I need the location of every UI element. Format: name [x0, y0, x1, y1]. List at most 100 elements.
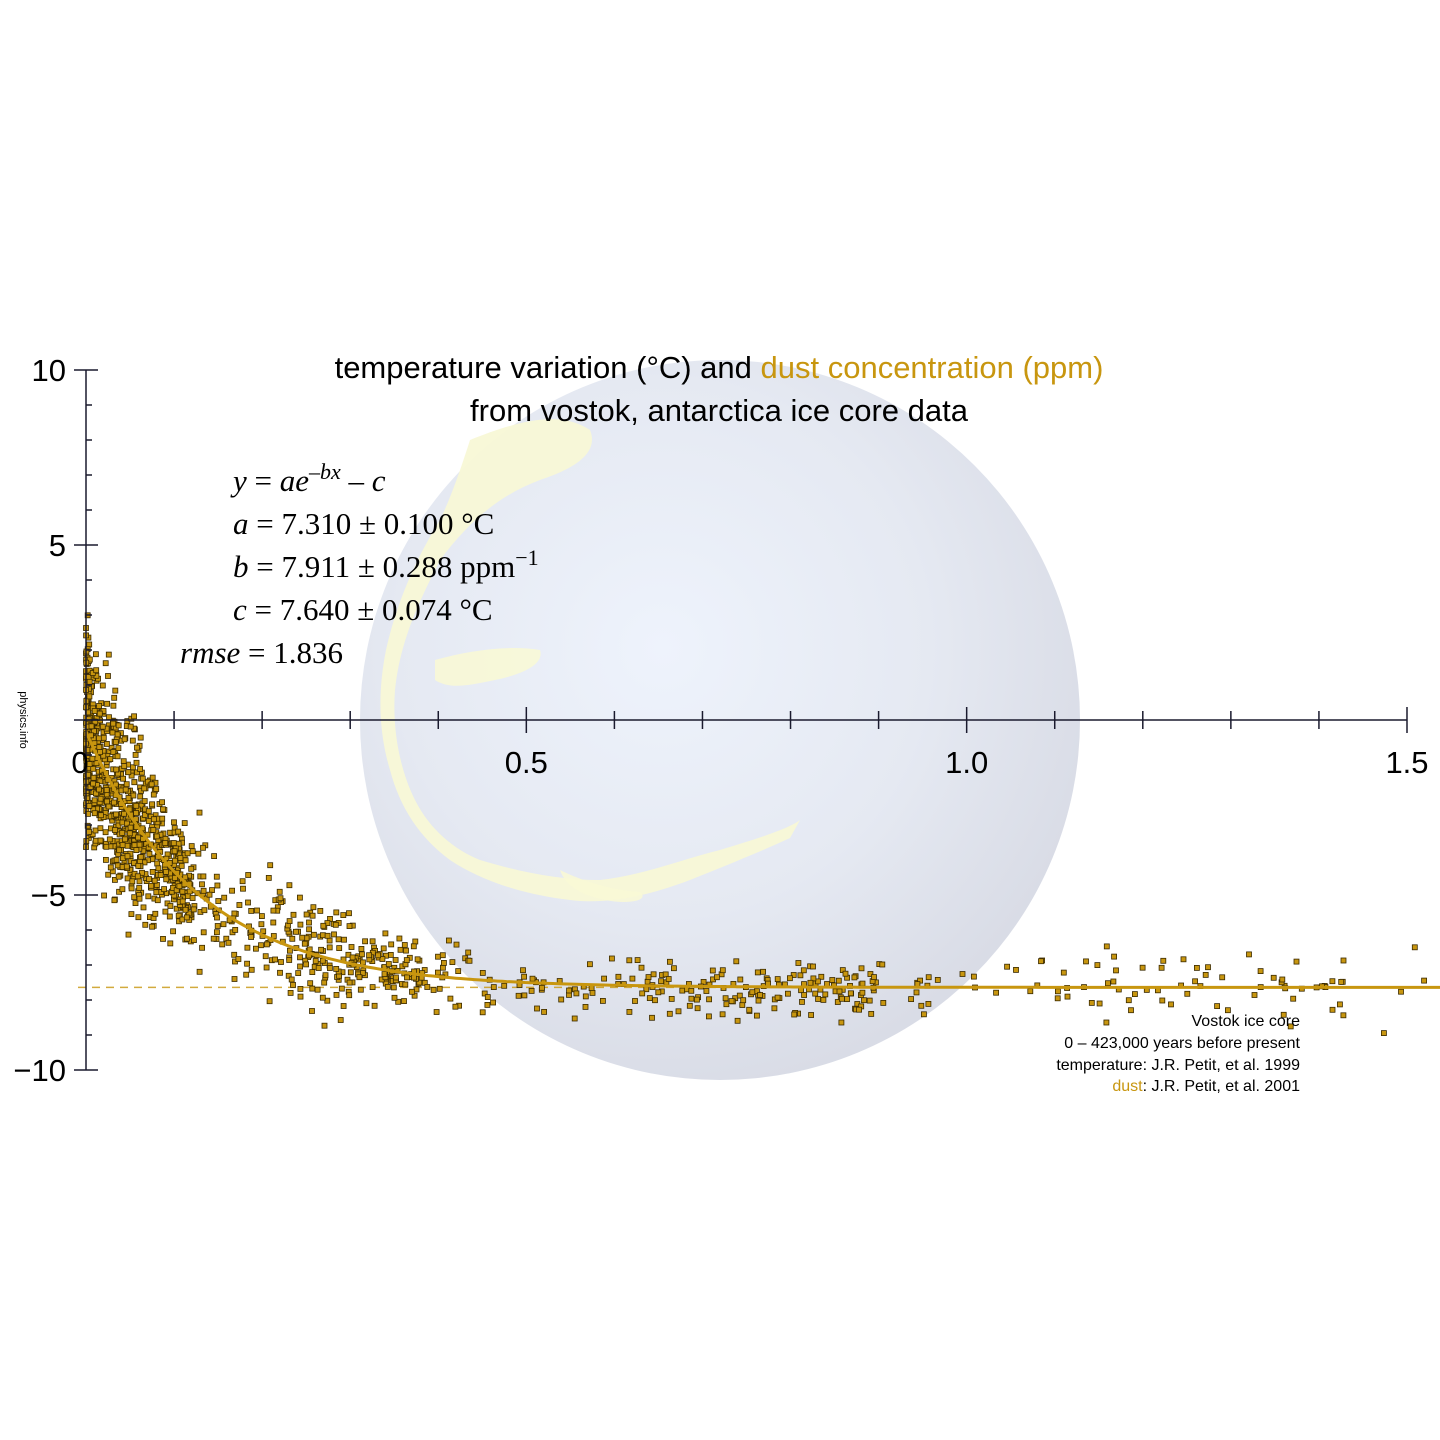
data-point — [1103, 1019, 1110, 1026]
data-point — [103, 843, 110, 850]
data-point — [98, 812, 104, 819]
data-point — [149, 801, 156, 808]
data-point — [285, 972, 292, 979]
data-point — [290, 982, 296, 988]
data-point — [1246, 951, 1252, 958]
data-point — [150, 827, 157, 833]
data-point — [113, 766, 120, 773]
globe-land-detail-icon — [435, 648, 643, 903]
data-point — [86, 656, 93, 663]
data-point — [120, 758, 127, 765]
data-point — [706, 1013, 712, 1020]
data-point — [808, 1012, 814, 1018]
data-point — [297, 993, 304, 1000]
data-point — [838, 1019, 845, 1026]
axes: 10 5 −5 −10 0.5 1.0 1.5 0 — [13, 353, 1428, 1088]
data-point — [110, 749, 117, 755]
data-point — [338, 985, 345, 992]
data-point — [1132, 991, 1138, 997]
data-point — [1158, 964, 1165, 971]
data-point — [639, 990, 646, 997]
data-point — [807, 979, 814, 986]
data-point — [276, 888, 283, 895]
y-tick-label: 5 — [49, 528, 66, 563]
data-point — [1214, 1003, 1220, 1009]
data-point — [129, 878, 136, 885]
data-point — [315, 965, 322, 971]
data-point — [829, 977, 836, 983]
data-point — [1257, 968, 1264, 974]
data-point — [150, 791, 157, 798]
data-point — [1329, 1006, 1336, 1013]
data-point — [159, 799, 166, 806]
data-point — [107, 756, 114, 762]
data-point — [125, 769, 132, 776]
data-point — [859, 989, 866, 996]
data-point — [918, 1002, 925, 1009]
data-point — [1381, 1030, 1387, 1036]
data-point — [309, 969, 316, 975]
data-point — [102, 660, 109, 667]
data-point — [703, 988, 710, 994]
data-point — [286, 957, 293, 963]
data-point — [115, 722, 122, 729]
data-point — [412, 938, 419, 945]
data-point — [993, 989, 999, 996]
data-point — [286, 918, 293, 924]
data-point — [214, 914, 220, 921]
data-point — [160, 936, 166, 942]
data-point — [433, 1009, 440, 1015]
data-point — [541, 1009, 547, 1015]
data-point — [655, 989, 662, 996]
data-point — [309, 985, 316, 992]
data-point — [908, 996, 914, 1002]
data-point — [501, 982, 508, 989]
data-point — [92, 718, 99, 725]
data-point — [868, 1011, 875, 1017]
data-point — [96, 744, 103, 751]
data-point — [723, 1001, 730, 1008]
data-point — [871, 974, 877, 980]
data-point — [258, 921, 265, 928]
data-point — [171, 875, 178, 881]
data-point — [1110, 978, 1117, 985]
data-point — [787, 975, 793, 982]
data-point — [380, 945, 387, 952]
data-point — [589, 990, 596, 996]
data-point — [136, 885, 143, 891]
data-point — [688, 995, 695, 1002]
data-point — [671, 965, 677, 972]
data-point — [466, 957, 473, 964]
data-point — [836, 988, 843, 995]
data-point — [200, 844, 206, 851]
data-point — [270, 919, 277, 926]
data-point — [110, 702, 117, 709]
data-point — [797, 972, 804, 979]
data-point — [1128, 1007, 1134, 1014]
data-point — [103, 857, 109, 863]
data-point — [348, 944, 355, 950]
data-point — [297, 954, 303, 961]
data-point — [166, 913, 173, 920]
data-point — [1329, 978, 1336, 985]
data-point — [382, 952, 389, 959]
data-point — [346, 992, 353, 999]
data-point — [148, 882, 155, 889]
data-point — [746, 1006, 753, 1013]
data-point — [844, 996, 850, 1002]
data-point — [847, 990, 854, 997]
data-point — [336, 945, 343, 951]
data-point — [1337, 1001, 1343, 1008]
data-point — [155, 865, 162, 872]
data-point — [401, 942, 408, 948]
data-point — [263, 964, 270, 971]
data-point — [93, 790, 99, 797]
data-point — [201, 907, 208, 914]
data-point — [124, 875, 131, 882]
data-point — [128, 911, 135, 917]
data-point — [132, 752, 139, 758]
data-point — [177, 855, 184, 861]
data-point — [151, 877, 158, 884]
data-point — [1398, 988, 1404, 995]
data-point — [131, 779, 138, 786]
